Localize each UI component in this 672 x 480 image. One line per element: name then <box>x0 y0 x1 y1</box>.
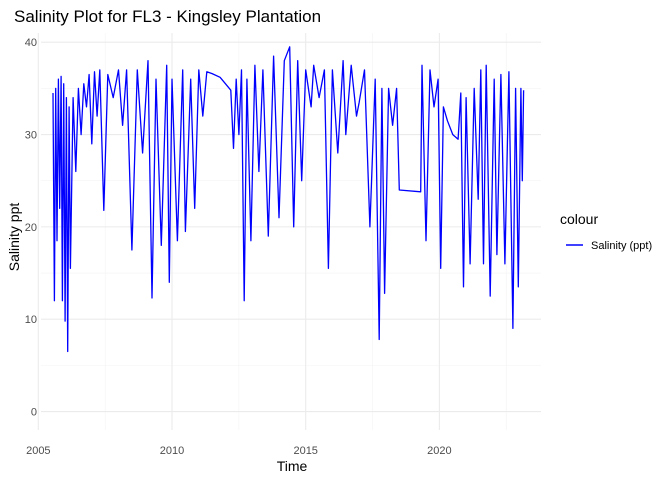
series-line-salinity <box>52 46 525 353</box>
x-axis-tick-labels: 2005 2010 2015 2020 <box>26 445 452 457</box>
x-axis-title: Time <box>277 458 308 474</box>
y-tick-label: 0 <box>31 407 37 419</box>
y-tick-label: 30 <box>25 130 37 142</box>
legend-label-salinity: Salinity (ppt) <box>591 240 652 252</box>
grid <box>37 33 541 430</box>
legend-title: colour <box>560 211 598 227</box>
series-layer <box>52 46 525 353</box>
x-tick-label: 2015 <box>293 445 317 457</box>
x-tick-label: 2020 <box>427 445 451 457</box>
y-axis-tick-labels: 0 10 20 30 40 <box>25 37 37 418</box>
y-tick-label: 40 <box>25 37 37 49</box>
x-tick-label: 2005 <box>26 445 50 457</box>
legend: colour Salinity (ppt) <box>560 211 652 252</box>
y-tick-label: 10 <box>25 314 37 326</box>
chart-title: Salinity Plot for FL3 - Kingsley Plantat… <box>14 7 321 26</box>
x-tick-label: 2010 <box>160 445 184 457</box>
y-tick-label: 20 <box>25 222 37 234</box>
y-axis-title: Salinity ppt <box>6 203 22 272</box>
